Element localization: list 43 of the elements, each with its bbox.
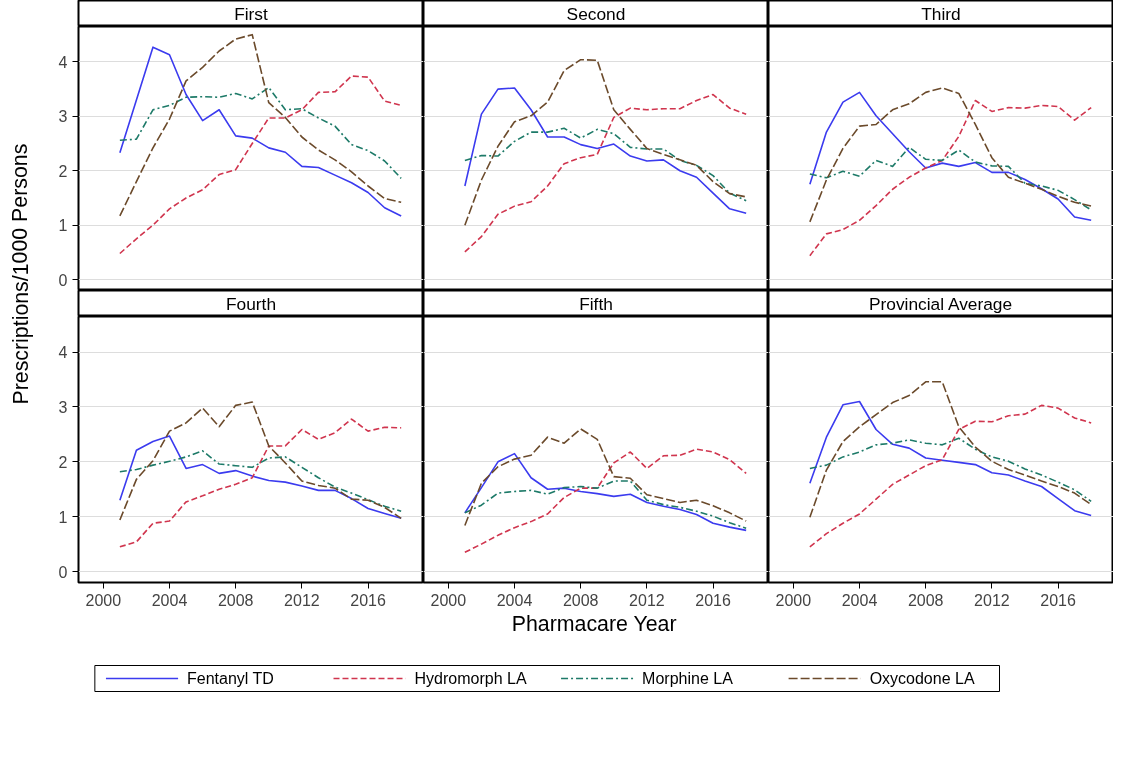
line-series — [119, 418, 402, 548]
y-tick-label: 0 — [58, 563, 68, 581]
chart-title: Third — [921, 3, 961, 24]
y-tick-label: 4 — [58, 344, 68, 362]
x-tick-label: 2004 — [841, 591, 878, 609]
x-tick-label: 2000 — [430, 591, 467, 609]
x-tick-label: 2008 — [217, 591, 254, 609]
x-tick-label: 2012 — [629, 591, 665, 609]
x-axis-title: Pharmacare Year — [511, 611, 677, 636]
line-series — [119, 75, 402, 255]
y-axis-title: Prescriptions/1000 Persons — [8, 143, 33, 405]
y-tick-label: 2 — [58, 162, 68, 180]
x-tick-label: 2000 — [775, 591, 812, 609]
line-series — [119, 86, 402, 180]
chart-title: Fourth — [225, 293, 277, 314]
x-tick-label: 2008 — [907, 591, 944, 609]
chart-title: Fifth — [579, 293, 613, 314]
y-tick-label: 0 — [58, 271, 68, 289]
x-tick-label: 2012 — [974, 591, 1010, 609]
x-tick-label: 2000 — [85, 591, 122, 609]
legend-label: Hydromorph LA — [414, 670, 527, 687]
x-tick-label: 2016 — [350, 591, 386, 609]
y-tick-label: 3 — [58, 108, 68, 126]
y-tick-label: 1 — [58, 217, 68, 235]
x-tick-label: 2008 — [562, 591, 599, 609]
y-tick-label: 4 — [58, 53, 68, 71]
x-tick-label: 2004 — [151, 591, 188, 609]
line-series — [119, 450, 402, 512]
chart-title: First — [234, 3, 269, 24]
x-tick-label: 2016 — [695, 591, 731, 609]
y-tick-label: 2 — [58, 453, 68, 471]
x-tick-label: 2004 — [496, 591, 533, 609]
y-tick-label: 3 — [58, 398, 68, 416]
legend-label: Fentanyl TD — [186, 670, 274, 687]
line-series — [119, 401, 402, 521]
chart-title: Provincial Average — [868, 293, 1013, 314]
legend-label: Morphine LA — [642, 670, 734, 687]
y-tick-label: 1 — [58, 508, 68, 526]
chart-title: Second — [566, 3, 626, 24]
legend-label: Oxycodone LA — [869, 670, 975, 687]
x-tick-label: 2016 — [1040, 591, 1076, 609]
x-tick-label: 2012 — [284, 591, 320, 609]
line-series — [119, 435, 402, 520]
